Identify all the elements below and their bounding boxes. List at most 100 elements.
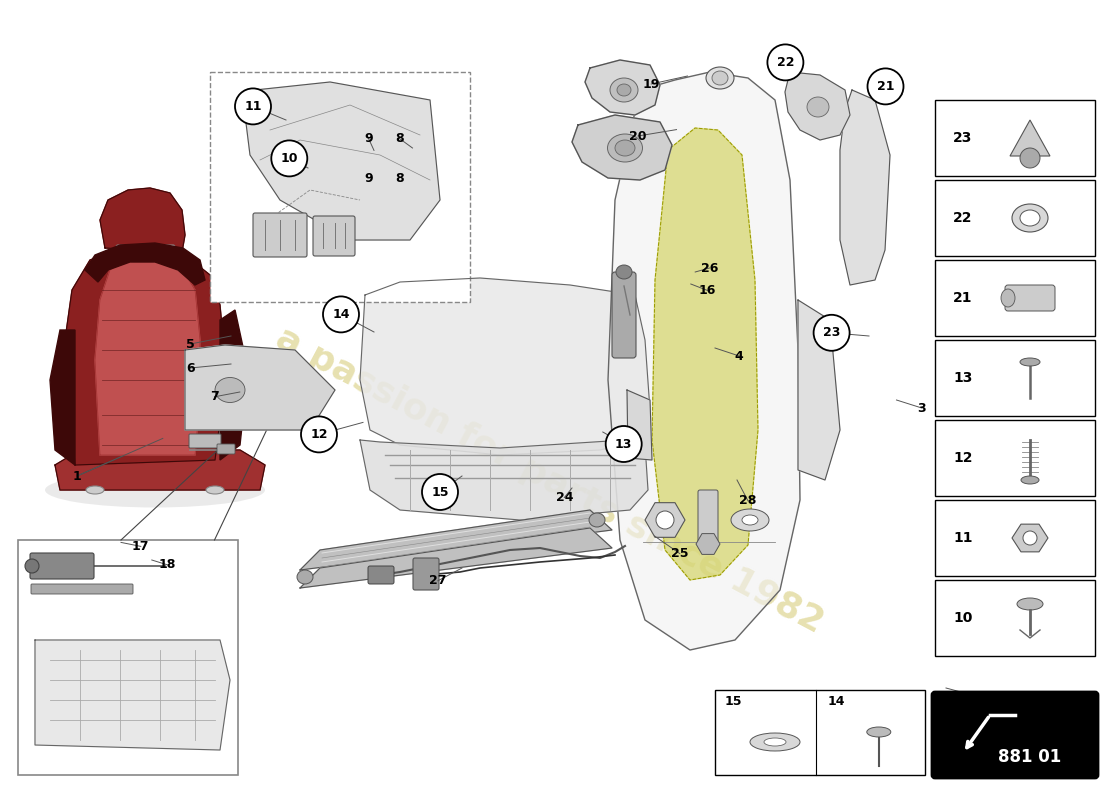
Text: 23: 23	[823, 326, 840, 339]
Polygon shape	[55, 450, 265, 490]
Text: 17: 17	[132, 540, 150, 553]
Polygon shape	[840, 90, 890, 285]
Circle shape	[323, 297, 359, 333]
Circle shape	[272, 141, 307, 176]
Text: 26: 26	[701, 262, 718, 274]
Ellipse shape	[297, 570, 313, 584]
Polygon shape	[572, 115, 672, 180]
Ellipse shape	[214, 378, 245, 402]
Text: 3: 3	[917, 402, 926, 414]
Circle shape	[422, 474, 458, 510]
Ellipse shape	[588, 513, 605, 527]
Ellipse shape	[750, 733, 800, 751]
Ellipse shape	[742, 515, 758, 525]
Polygon shape	[300, 510, 612, 570]
FancyBboxPatch shape	[30, 553, 94, 579]
Text: 7: 7	[210, 390, 219, 403]
Text: 12: 12	[310, 428, 328, 441]
Text: 881 01: 881 01	[999, 748, 1062, 766]
Ellipse shape	[1012, 204, 1048, 232]
FancyBboxPatch shape	[314, 216, 355, 256]
Polygon shape	[1012, 524, 1048, 552]
Polygon shape	[185, 345, 336, 430]
Ellipse shape	[25, 559, 39, 573]
Polygon shape	[95, 255, 200, 455]
Text: 10: 10	[953, 611, 972, 625]
Text: 10: 10	[280, 152, 298, 165]
Text: 24: 24	[556, 491, 573, 504]
Ellipse shape	[764, 738, 786, 746]
Polygon shape	[1010, 120, 1050, 156]
Text: 11: 11	[244, 100, 262, 113]
Polygon shape	[300, 528, 612, 588]
Polygon shape	[798, 300, 840, 480]
Text: 6: 6	[186, 362, 195, 374]
Ellipse shape	[86, 486, 104, 494]
Text: 15: 15	[431, 486, 449, 498]
Text: a passion for parts since 1982: a passion for parts since 1982	[271, 321, 829, 639]
Ellipse shape	[615, 140, 635, 156]
FancyBboxPatch shape	[935, 100, 1094, 176]
Text: 9: 9	[364, 132, 373, 145]
Polygon shape	[627, 390, 652, 460]
Ellipse shape	[712, 71, 728, 85]
Ellipse shape	[1020, 358, 1040, 366]
Text: 2: 2	[980, 692, 989, 705]
Polygon shape	[608, 72, 800, 650]
FancyBboxPatch shape	[189, 434, 221, 448]
Polygon shape	[65, 248, 226, 465]
Polygon shape	[100, 188, 185, 252]
Text: 11: 11	[953, 531, 972, 545]
Polygon shape	[696, 534, 720, 554]
FancyBboxPatch shape	[210, 72, 470, 302]
Polygon shape	[645, 502, 685, 538]
FancyBboxPatch shape	[935, 580, 1094, 656]
Ellipse shape	[1021, 476, 1040, 484]
Ellipse shape	[1001, 289, 1015, 307]
Ellipse shape	[616, 265, 632, 279]
Text: 12: 12	[953, 451, 972, 465]
Circle shape	[768, 44, 803, 80]
FancyBboxPatch shape	[116, 245, 175, 259]
Text: 9: 9	[364, 172, 373, 185]
FancyBboxPatch shape	[935, 340, 1094, 416]
FancyBboxPatch shape	[31, 584, 133, 594]
Polygon shape	[35, 640, 230, 750]
Text: 4: 4	[735, 350, 744, 362]
Text: 25: 25	[671, 547, 689, 560]
Ellipse shape	[706, 67, 734, 89]
FancyBboxPatch shape	[612, 272, 636, 358]
Text: 28: 28	[739, 494, 757, 507]
Ellipse shape	[206, 486, 224, 494]
Ellipse shape	[617, 84, 631, 96]
FancyBboxPatch shape	[715, 690, 925, 775]
FancyBboxPatch shape	[18, 540, 238, 775]
Circle shape	[656, 511, 674, 529]
Text: 21: 21	[877, 80, 894, 93]
Polygon shape	[585, 60, 660, 115]
Text: 14: 14	[332, 308, 350, 321]
Text: 27: 27	[429, 574, 447, 587]
Text: 1: 1	[73, 470, 81, 482]
Text: 21: 21	[953, 291, 972, 305]
Circle shape	[301, 416, 337, 453]
Circle shape	[606, 426, 641, 462]
Text: 13: 13	[615, 438, 632, 450]
FancyBboxPatch shape	[217, 444, 235, 454]
Polygon shape	[652, 128, 758, 580]
FancyBboxPatch shape	[1005, 285, 1055, 311]
FancyBboxPatch shape	[935, 180, 1094, 256]
FancyBboxPatch shape	[412, 558, 439, 590]
Polygon shape	[360, 440, 648, 520]
Ellipse shape	[807, 97, 829, 117]
Text: 16: 16	[698, 284, 716, 297]
Polygon shape	[245, 82, 440, 240]
Ellipse shape	[45, 473, 265, 507]
Polygon shape	[360, 278, 650, 455]
Text: 22: 22	[777, 56, 794, 69]
Text: 8: 8	[395, 132, 404, 145]
FancyBboxPatch shape	[698, 490, 718, 546]
FancyBboxPatch shape	[935, 500, 1094, 576]
FancyBboxPatch shape	[935, 260, 1094, 336]
Ellipse shape	[610, 78, 638, 102]
